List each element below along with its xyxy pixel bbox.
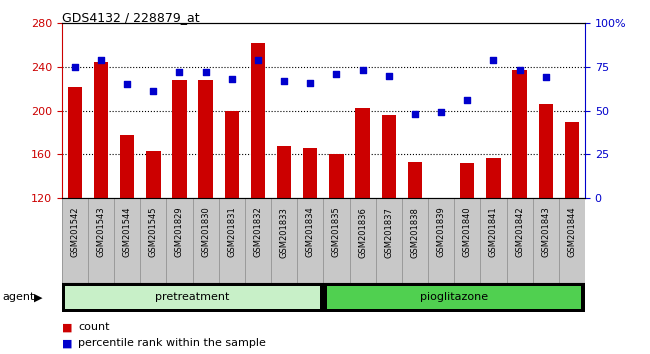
Text: ■: ■ (62, 322, 72, 332)
Text: pretreatment: pretreatment (155, 292, 229, 302)
Point (384, 73, 394, 78)
Text: GSM201543: GSM201543 (96, 207, 105, 257)
Text: GSM201831: GSM201831 (227, 207, 237, 257)
Bar (94, 62, 108, 198)
Point (305, 80, 315, 85)
Bar (460, 163, 474, 198)
Text: GSM201837: GSM201837 (384, 207, 393, 258)
Bar (486, 158, 500, 198)
Bar (539, 104, 553, 198)
Text: GSM201829: GSM201829 (175, 207, 184, 257)
Text: GSM201840: GSM201840 (463, 207, 472, 257)
Point (410, 111, 420, 117)
Point (488, 57, 499, 63)
Text: GSM201832: GSM201832 (254, 207, 263, 257)
Bar (225, 110, 239, 198)
Text: GSM201834: GSM201834 (306, 207, 315, 257)
Point (227, 76, 237, 82)
Bar (120, 135, 135, 198)
Text: GDS4132 / 228879_at: GDS4132 / 228879_at (62, 11, 200, 24)
Bar (68, 86, 82, 198)
Bar (327, 286, 581, 309)
Text: GSM201839: GSM201839 (437, 207, 446, 257)
Text: ▶: ▶ (34, 292, 43, 302)
Point (358, 68, 368, 73)
Text: GSM201844: GSM201844 (567, 207, 577, 257)
Text: GSM201545: GSM201545 (149, 207, 158, 257)
Text: GSM201542: GSM201542 (70, 207, 79, 257)
Point (541, 74, 551, 80)
Bar (565, 121, 579, 198)
Point (148, 88, 159, 94)
Text: GSM201833: GSM201833 (280, 207, 289, 258)
Text: GSM201835: GSM201835 (332, 207, 341, 257)
Bar (382, 115, 396, 198)
Bar (198, 80, 213, 198)
Bar (251, 43, 265, 198)
Text: GSM201843: GSM201843 (541, 207, 551, 257)
Point (122, 81, 133, 87)
Bar (356, 108, 370, 198)
Point (514, 68, 525, 73)
Text: GSM201544: GSM201544 (123, 207, 132, 257)
Text: count: count (78, 322, 109, 332)
Text: GSM201830: GSM201830 (201, 207, 210, 257)
Text: pioglitazone: pioglitazone (420, 292, 488, 302)
Text: GSM201841: GSM201841 (489, 207, 498, 257)
Point (253, 57, 263, 63)
Point (279, 78, 289, 84)
Point (200, 69, 211, 75)
Text: agent: agent (2, 292, 34, 302)
Text: percentile rank within the sample: percentile rank within the sample (78, 338, 266, 348)
Bar (172, 80, 187, 198)
Bar (66, 286, 320, 309)
Bar (146, 151, 161, 198)
Point (96, 57, 106, 63)
Point (70, 64, 80, 70)
Bar (303, 148, 317, 198)
Point (174, 69, 185, 75)
Bar (277, 146, 291, 198)
Bar (330, 154, 344, 198)
Text: GSM201838: GSM201838 (410, 207, 419, 258)
Text: GSM201836: GSM201836 (358, 207, 367, 258)
Bar (512, 70, 527, 198)
Point (332, 71, 342, 77)
Bar (408, 162, 422, 198)
Point (462, 97, 473, 103)
Point (436, 109, 447, 115)
Text: ■: ■ (62, 338, 72, 348)
Text: GSM201842: GSM201842 (515, 207, 524, 257)
